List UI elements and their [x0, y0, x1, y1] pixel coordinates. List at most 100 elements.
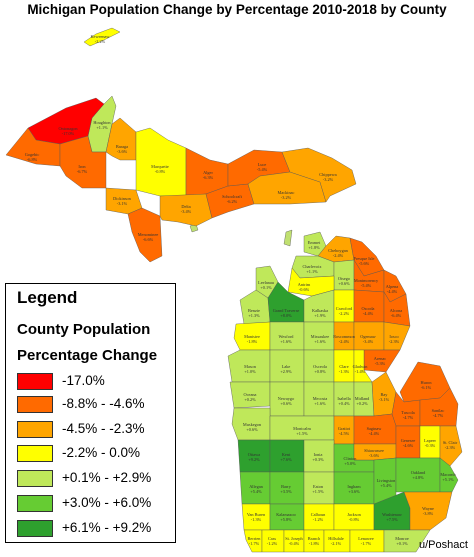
- county-name-label: Oceana: [244, 392, 257, 397]
- county-name-label: Ontonagon: [58, 126, 78, 131]
- county-change-label: -5.6%: [359, 261, 370, 266]
- county-change-label: +5.0%: [344, 461, 356, 466]
- county-name-label: Alcona: [390, 308, 403, 313]
- county-change-label: +0.1%: [260, 285, 272, 290]
- county-name-label: Antrim: [298, 282, 311, 287]
- county-change-label: -0.8%: [349, 517, 360, 522]
- county-name-label: Branch: [308, 536, 321, 541]
- county-change-label: -1.4%: [355, 369, 366, 374]
- county-name-label: Muskegon: [243, 422, 262, 427]
- county-name-label: Gogebic: [25, 152, 40, 157]
- county-name-label: Alger: [203, 170, 213, 175]
- county-name-label: Kalamazoo: [276, 512, 296, 517]
- county-name-label: Arenac: [374, 356, 386, 361]
- county-change-label: -2.4%: [339, 339, 350, 344]
- county-change-label: +0.1%: [396, 541, 408, 546]
- county-change-label: +0.2%: [244, 397, 256, 402]
- county-st-clair: [439, 425, 463, 467]
- county-change-label: -1.3%: [339, 369, 350, 374]
- county-name-label: Tuscola: [401, 410, 415, 415]
- county-name-label: Saginaw: [367, 426, 383, 431]
- county-name-label: Clare: [339, 364, 348, 369]
- county-change-label: -6.7%: [77, 169, 88, 174]
- legend-heading: Legend: [17, 288, 78, 307]
- county-name-label: Grand Traverse: [273, 308, 300, 313]
- county-name-label: Luce: [258, 162, 267, 167]
- county-change-label: -1.7%: [361, 541, 372, 546]
- county-name-label: Houghton: [93, 120, 111, 125]
- county-name-label: Allegan: [249, 484, 263, 489]
- county-change-label: +3.5%: [280, 489, 292, 494]
- county-change-label: -6.2%: [227, 199, 238, 204]
- county-change-label: +1.6%: [314, 339, 326, 344]
- county-change-label: -4.6%: [403, 443, 414, 448]
- county-change-label: -2.1%: [331, 541, 342, 546]
- county-name-label: Lake: [282, 364, 291, 369]
- county-change-label: -3.4%: [181, 209, 192, 214]
- legend-swatch: [17, 373, 53, 390]
- county-change-label: -2.3%: [389, 339, 400, 344]
- county-name-label: Presque Isle: [354, 256, 375, 261]
- county-change-label: +5.8%: [280, 517, 292, 522]
- legend-label: +3.0% - +6.0%: [62, 495, 152, 510]
- county-change-label: +1.6%: [314, 401, 326, 406]
- county-name-label: Crawford: [336, 306, 353, 311]
- county-name-label: Missaukee: [311, 334, 329, 339]
- county-change-label: -6.8%: [27, 157, 38, 162]
- county-change-label: +4.8%: [412, 475, 424, 480]
- county-name-label: Gratiot: [338, 426, 351, 431]
- county-chippewa: [281, 147, 357, 203]
- county-name-label: Baraga: [116, 144, 128, 149]
- county-name-label: Schoolcraft: [222, 194, 243, 199]
- county-name-label: Benzie: [248, 308, 260, 313]
- county-name-label: Sanilac: [432, 408, 445, 413]
- county-macomb: [439, 457, 459, 493]
- county-name-label: Montcalm: [293, 426, 311, 431]
- county-change-label: -5.4%: [257, 167, 268, 172]
- county-change-label: +1.0%: [244, 369, 256, 374]
- county-change-label: -1.2%: [313, 517, 324, 522]
- county-name-label: Isabella: [337, 396, 350, 401]
- county-change-label: -1.2%: [267, 541, 278, 546]
- county-change-label: -0.4%: [289, 541, 300, 546]
- county-change-label: -0.6%: [299, 287, 310, 292]
- county-name-label: Lenawee: [358, 536, 374, 541]
- county-change-label: -3.6%: [369, 453, 380, 458]
- county-name-label: St. Joseph: [285, 536, 303, 541]
- legend-label: +0.1% - +2.9%: [62, 470, 152, 485]
- county-name-label: Ionia: [314, 452, 323, 457]
- legend-subtitle-line2: Percentage Change: [17, 347, 158, 364]
- county-marquette: [135, 127, 187, 197]
- county-change-label: +0.3%: [312, 457, 324, 462]
- county-alcona: [383, 291, 411, 327]
- legend-label: -17.0%: [62, 373, 105, 388]
- county-change-label: -2.2%: [95, 39, 106, 44]
- county-name-label: Huron: [421, 380, 433, 385]
- county-change-label: +0.6%: [246, 427, 258, 432]
- county-name-label: Mackinac: [278, 190, 295, 195]
- county-change-label: -4.4%: [387, 289, 398, 294]
- county-change-label: -3.8%: [423, 511, 434, 516]
- county-change-label: -1.7%: [249, 541, 260, 546]
- county-change-label: -3.2%: [281, 195, 292, 200]
- county-baraga: [105, 117, 137, 161]
- county-change-label: +1.6%: [280, 339, 292, 344]
- county-name-label: Marquette: [151, 164, 169, 169]
- county-name-label: Delta: [181, 204, 190, 209]
- county-name-label: Monroe: [395, 536, 409, 541]
- county-change-label: -6.1%: [421, 385, 432, 390]
- map-title: Michigan Population Change by Percentage…: [27, 2, 447, 17]
- county-name-label: Alpena: [386, 284, 399, 289]
- county-change-label: -3.1%: [379, 397, 390, 402]
- county-change-label: +0.6%: [338, 281, 350, 286]
- county-name-label: Oakland: [411, 470, 426, 475]
- legend-swatch: [17, 470, 53, 487]
- county-change-label: -4.7%: [403, 415, 414, 420]
- county-change-label: -5.4%: [361, 283, 372, 288]
- county-name-label: Mason: [244, 364, 257, 369]
- county-change-label: -4.4%: [363, 311, 374, 316]
- county-change-label: -6.4%: [391, 313, 402, 318]
- county-change-label: -6.3%: [203, 175, 214, 180]
- county-name-label: Hillsdale: [328, 536, 344, 541]
